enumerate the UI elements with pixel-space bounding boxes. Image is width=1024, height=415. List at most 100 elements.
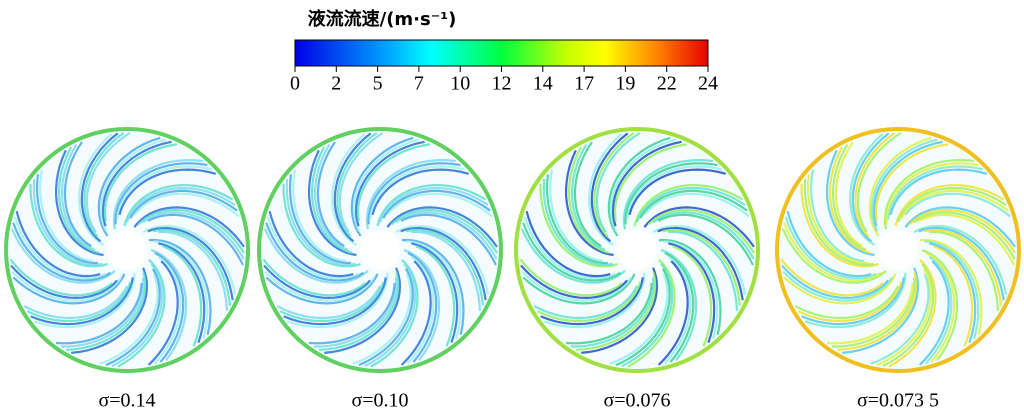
- streamline: [848, 133, 884, 246]
- streamline: [114, 162, 208, 225]
- streamline: [573, 141, 602, 248]
- streamline: [263, 228, 369, 284]
- tick-label: 14: [533, 73, 553, 95]
- streamline: [71, 267, 149, 354]
- streamline: [545, 174, 608, 265]
- streamline: [870, 138, 938, 232]
- streamline: [142, 211, 245, 260]
- streamline: [836, 272, 918, 351]
- streamline: [13, 216, 107, 280]
- streamline: [521, 270, 633, 302]
- streamline: [116, 165, 212, 220]
- streamline: [924, 255, 953, 365]
- streamline: [549, 169, 603, 263]
- tick-label: 2: [331, 73, 341, 95]
- streamline: [29, 183, 108, 268]
- streamline: [395, 224, 490, 295]
- streamline: [411, 242, 459, 344]
- streamline: [365, 158, 457, 230]
- streamline: [786, 210, 872, 278]
- streamline: [615, 268, 671, 367]
- streamline: [921, 248, 959, 361]
- streamline: [831, 143, 867, 251]
- streamline: [147, 226, 234, 301]
- streamline: [828, 146, 871, 254]
- streamline: [842, 267, 920, 354]
- streamline: [324, 267, 402, 354]
- streamline: [65, 272, 147, 351]
- streamline: [652, 224, 747, 295]
- streamline: [400, 260, 432, 366]
- streamline: [567, 146, 610, 254]
- streamline: [900, 189, 1009, 219]
- streamline: [522, 222, 622, 282]
- streamline: [262, 258, 367, 297]
- streamline: [543, 272, 646, 329]
- streamline: [896, 187, 1007, 223]
- streamline: [80, 132, 119, 243]
- streamline: [268, 210, 354, 278]
- streamline: [781, 264, 889, 300]
- streamline: [39, 169, 93, 263]
- tick-label: 5: [373, 73, 383, 95]
- streamline: [929, 242, 977, 344]
- streamline: [826, 149, 875, 257]
- streamline: [611, 140, 682, 227]
- streamline: [806, 174, 869, 265]
- streamline: [310, 146, 353, 254]
- streamline: [390, 208, 498, 254]
- streamline: [26, 281, 132, 323]
- streamline: [105, 268, 161, 367]
- streamline: [570, 143, 606, 251]
- streamline: [643, 206, 755, 248]
- tick-label: 22: [657, 73, 677, 95]
- streamline: [609, 273, 669, 365]
- streamline: [885, 162, 979, 225]
- streamline: [874, 143, 949, 222]
- streamline: [352, 138, 420, 232]
- tick-label: 0: [290, 73, 300, 95]
- streamline: [407, 251, 438, 363]
- streamline: [904, 206, 1016, 248]
- streamline: [358, 268, 414, 367]
- streamline: [918, 213, 1015, 266]
- streamline: [804, 272, 907, 329]
- streamline: [925, 251, 956, 363]
- streamline: [826, 282, 914, 345]
- streamline: [33, 272, 136, 329]
- streamline: [9, 258, 114, 297]
- streamline: [652, 211, 755, 260]
- streamline: [158, 242, 206, 344]
- streamline: [370, 259, 419, 368]
- streamline: [635, 187, 746, 223]
- panel-label: σ=0.10: [351, 390, 408, 412]
- streamline: [929, 230, 999, 311]
- streamline: [542, 178, 613, 266]
- streamline: [333, 132, 372, 243]
- streamline: [356, 143, 431, 222]
- streamline: [581, 267, 659, 354]
- streamline: [150, 248, 188, 361]
- streamline: [575, 272, 657, 351]
- streamline: [282, 183, 361, 268]
- streamline: [784, 216, 878, 280]
- streamline: [395, 211, 498, 260]
- streamline: [672, 245, 713, 347]
- streamline: [876, 268, 932, 367]
- streamline: [668, 242, 716, 344]
- streamline: [276, 285, 381, 320]
- streamline: [519, 258, 624, 297]
- streamline: [10, 264, 118, 300]
- streamline: [99, 138, 167, 232]
- streamline: [657, 213, 754, 266]
- streamline: [152, 228, 231, 306]
- streamline: [523, 216, 617, 280]
- streamline: [308, 149, 357, 257]
- streamline: [400, 213, 497, 266]
- streamline: [35, 174, 98, 265]
- streamline: [660, 248, 698, 361]
- streamline: [801, 277, 905, 326]
- streamline: [162, 245, 203, 347]
- streamline: [154, 251, 185, 363]
